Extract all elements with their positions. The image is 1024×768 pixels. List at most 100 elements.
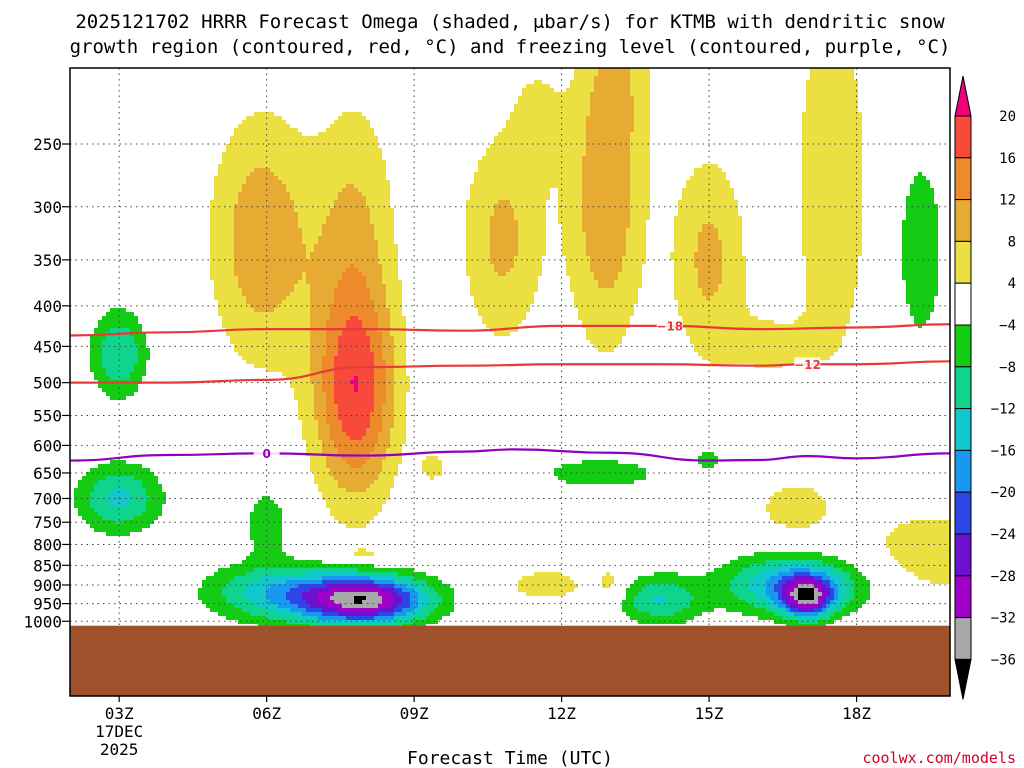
- omega-cell: [538, 252, 542, 256]
- omega-cell: [578, 212, 582, 216]
- omega-cell: [210, 264, 214, 268]
- omega-cell: [326, 204, 330, 208]
- omega-cell: [822, 212, 826, 216]
- omega-cell: [806, 164, 810, 168]
- omega-cell: [278, 196, 282, 200]
- omega-cell: [610, 228, 614, 232]
- omega-cell: [290, 240, 294, 244]
- omega-cell: [262, 168, 266, 172]
- omega-cell: [634, 236, 638, 240]
- omega-cell: [638, 128, 642, 132]
- omega-cell: [850, 168, 854, 172]
- omega-cell: [802, 240, 806, 244]
- omega-cell: [618, 176, 622, 180]
- omega-cell: [626, 192, 630, 196]
- omega-cell: [350, 204, 354, 208]
- omega-cell: [274, 200, 278, 204]
- omega-cell: [222, 196, 226, 200]
- omega-cell: [626, 100, 630, 104]
- omega-cell: [526, 176, 530, 180]
- omega-cell: [854, 136, 858, 140]
- omega-cell: [386, 224, 390, 228]
- omega-cell: [518, 192, 522, 196]
- omega-cell: [370, 156, 374, 160]
- omega-cell: [274, 128, 278, 132]
- omega-cell: [566, 132, 570, 136]
- omega-cell: [586, 188, 590, 192]
- omega-cell: [494, 144, 498, 148]
- omega-cell: [470, 240, 474, 244]
- omega-cell: [574, 124, 578, 128]
- omega-cell: [598, 188, 602, 192]
- omega-cell: [354, 264, 358, 268]
- omega-cell: [286, 236, 290, 240]
- omega-cell: [562, 100, 566, 104]
- omega-cell: [318, 148, 322, 152]
- omega-cell: [334, 200, 338, 204]
- omega-cell: [538, 80, 542, 84]
- omega-cell: [526, 272, 530, 276]
- omega-cell: [838, 120, 842, 124]
- omega-cell: [390, 272, 394, 276]
- omega-cell: [642, 128, 646, 132]
- omega-cell: [594, 244, 598, 248]
- omega-cell: [558, 92, 562, 96]
- omega-cell: [258, 120, 262, 124]
- omega-cell: [366, 176, 370, 180]
- omega-cell: [626, 200, 630, 204]
- omega-cell: [326, 200, 330, 204]
- omega-cell: [694, 200, 698, 204]
- omega-cell: [522, 128, 526, 132]
- omega-cell: [742, 264, 746, 268]
- omega-cell: [286, 264, 290, 268]
- omega-cell: [906, 240, 910, 244]
- omega-cell: [694, 216, 698, 220]
- omega-cell: [350, 224, 354, 228]
- omega-cell: [810, 232, 814, 236]
- omega-cell: [918, 196, 922, 200]
- omega-cell: [930, 212, 934, 216]
- omega-cell: [334, 136, 338, 140]
- omega-cell: [678, 256, 682, 260]
- omega-cell: [290, 156, 294, 160]
- omega-cell: [518, 212, 522, 216]
- omega-cell: [346, 120, 350, 124]
- omega-cell: [918, 172, 922, 176]
- omega-cell: [214, 244, 218, 248]
- omega-cell: [394, 264, 398, 268]
- omega-cell: [378, 268, 382, 272]
- omega-cell: [802, 184, 806, 188]
- omega-cell: [278, 256, 282, 260]
- omega-cell: [582, 156, 586, 160]
- omega-cell: [570, 136, 574, 140]
- omega-cell: [514, 140, 518, 144]
- omega-cell: [278, 224, 282, 228]
- omega-cell: [510, 148, 514, 152]
- omega-cell: [262, 184, 266, 188]
- omega-cell: [530, 100, 534, 104]
- omega-cell: [606, 92, 610, 96]
- omega-cell: [298, 268, 302, 272]
- omega-cell: [610, 216, 614, 220]
- omega-cell: [706, 176, 710, 180]
- omega-cell: [674, 260, 678, 264]
- omega-cell: [622, 76, 626, 80]
- omega-cell: [730, 220, 734, 224]
- omega-cell: [678, 236, 682, 240]
- omega-cell: [374, 256, 378, 260]
- omega-cell: [254, 136, 258, 140]
- omega-cell: [282, 256, 286, 260]
- omega-cell: [930, 228, 934, 232]
- omega-cell: [630, 204, 634, 208]
- omega-cell: [838, 96, 842, 100]
- omega-cell: [242, 232, 246, 236]
- omega-cell: [802, 176, 806, 180]
- omega-cell: [678, 244, 682, 248]
- omega-cell: [730, 248, 734, 252]
- omega-cell: [626, 244, 630, 248]
- omega-cell: [310, 160, 314, 164]
- omega-cell: [318, 180, 322, 184]
- omega-cell: [506, 184, 510, 188]
- omega-cell: [226, 180, 230, 184]
- omega-cell: [642, 184, 646, 188]
